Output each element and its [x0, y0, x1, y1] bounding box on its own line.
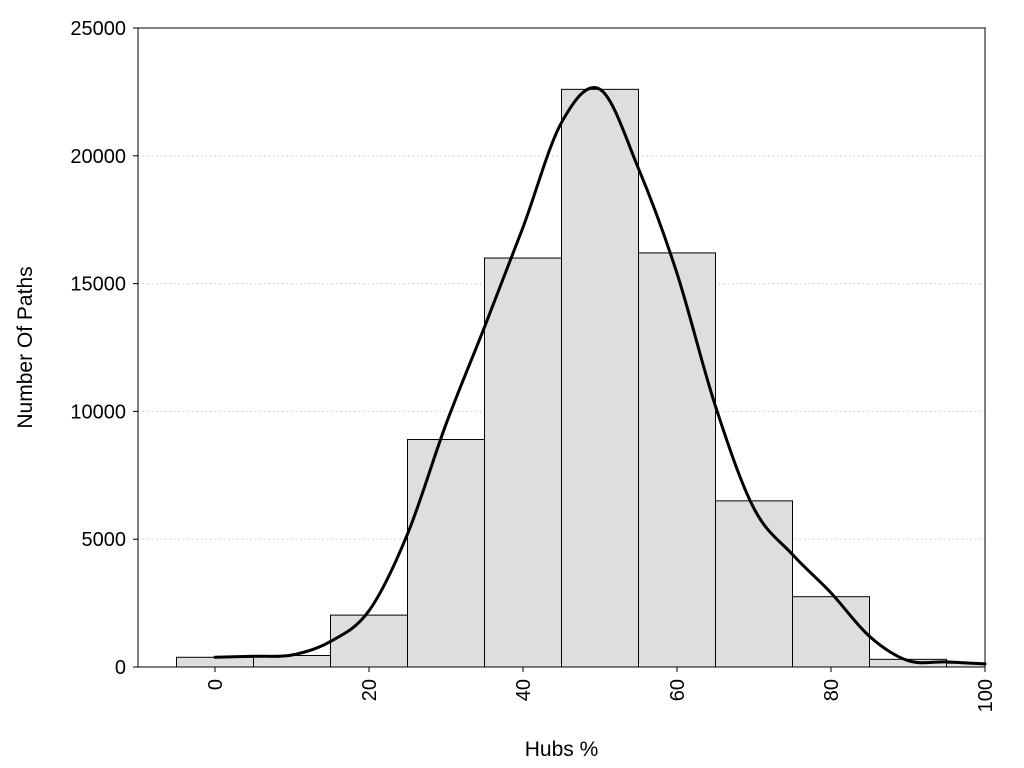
x-axis-ticks: 0 20 40 60 80 100 [205, 667, 997, 712]
plot-frame [137, 27, 986, 668]
x-tick-label: 80 [821, 679, 843, 701]
histogram-bar [561, 88, 639, 668]
x-axis-label: Hubs % [525, 738, 599, 761]
histogram-bar [715, 500, 793, 668]
y-tick-label: 10000 [70, 401, 126, 423]
density-curve-group [213, 86, 987, 666]
x-tick-label: 0 [205, 679, 227, 690]
x-tick-label: 60 [667, 679, 689, 701]
y-tick-label: 25000 [70, 18, 126, 40]
histogram-bar [407, 439, 485, 668]
histogram-bar [638, 252, 716, 668]
histogram-bar [792, 596, 870, 668]
y-tick-label: 0 [115, 657, 126, 679]
histogram-bar [484, 257, 562, 668]
histogram-bars [176, 88, 986, 668]
density-curve [213, 86, 987, 666]
y-axis-label: Number Of Paths [14, 266, 37, 428]
x-tick-label: 100 [975, 679, 997, 712]
x-tick-label: 20 [359, 679, 381, 701]
y-tick-label: 20000 [70, 146, 126, 168]
y-tick-label: 15000 [70, 274, 126, 296]
y-axis-ticks: 0 5000 10000 15000 20000 25000 [70, 18, 138, 679]
histogram-bar [330, 614, 408, 668]
y-tick-label: 5000 [82, 529, 127, 551]
x-tick-label: 40 [513, 679, 535, 701]
